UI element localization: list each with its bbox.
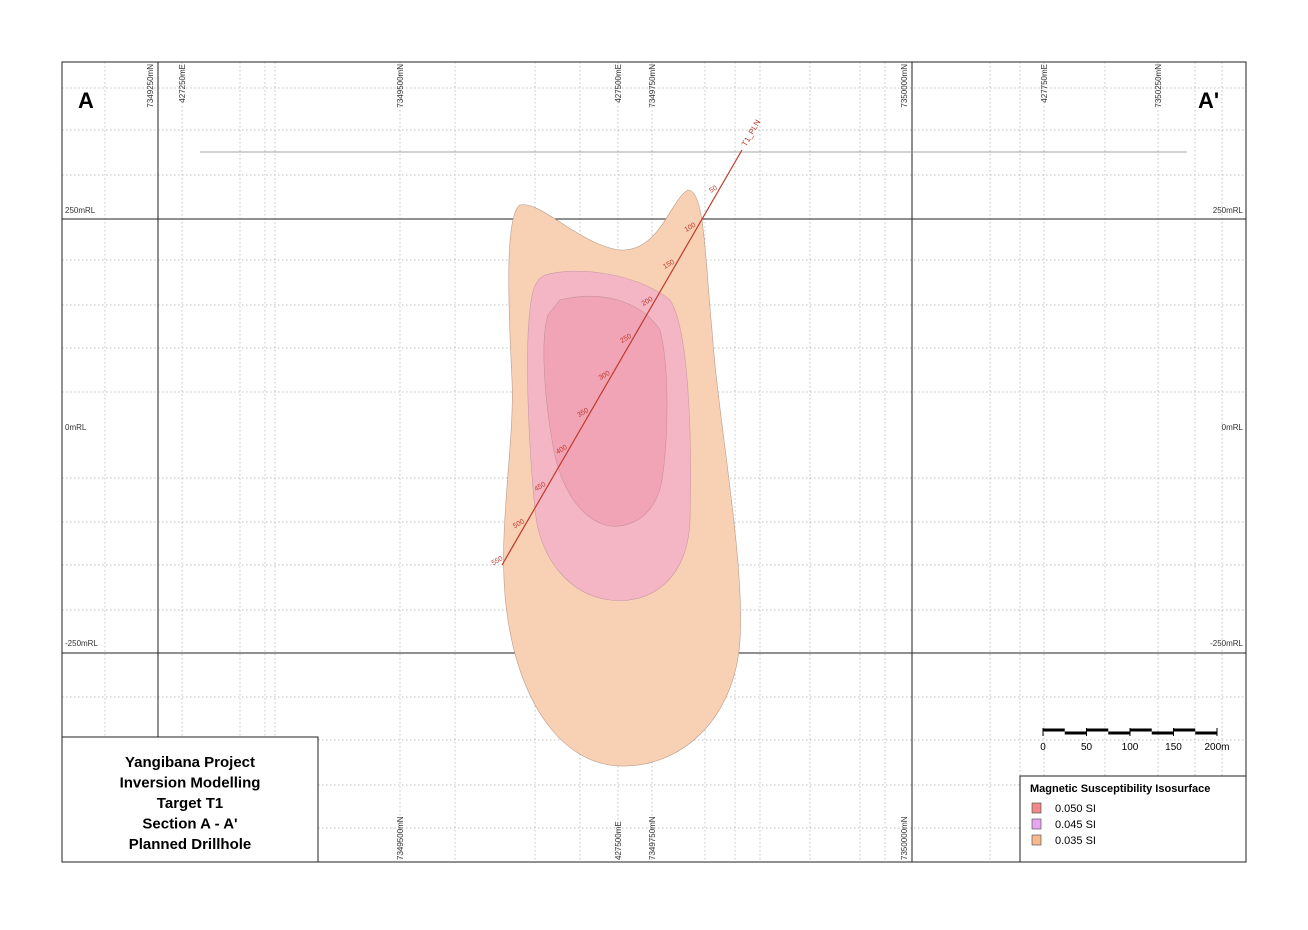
drillhole-trace — [501, 149, 743, 566]
title-line: Target T1 — [157, 795, 223, 812]
title-line: Inversion Modelling — [120, 775, 261, 792]
title-block — [61, 736, 319, 863]
corner-label: A — [78, 88, 94, 113]
coordinate-label: 7349250mN — [146, 64, 155, 108]
scale-bar-label: 200m — [1204, 742, 1229, 753]
title-line: Yangibana Project — [125, 754, 255, 771]
scale-bar-label: 150 — [1165, 742, 1182, 753]
depth-label: 100 — [684, 222, 698, 234]
depth-label: 450 — [534, 481, 548, 493]
depth-label: 250 — [619, 333, 633, 345]
coordinate-label: 427500mE — [614, 821, 623, 860]
legend-swatch — [1031, 834, 1042, 846]
elevation-label: 0mRL — [1222, 423, 1244, 432]
isosurface-0050 — [543, 295, 668, 527]
depth-label: 200 — [641, 296, 655, 308]
elevation-label: 0mRL — [65, 423, 87, 432]
coordinate-label: 7349750mN — [648, 64, 657, 108]
elevation-label: 250mRL — [65, 206, 96, 215]
depth-label: 150 — [662, 259, 676, 271]
scale-bar-label: 100 — [1122, 742, 1139, 753]
coordinate-label: 427750mE — [1040, 64, 1049, 103]
coordinate-label: 7349500mN — [396, 816, 405, 860]
coordinate-label: 7350250mN — [1154, 64, 1163, 108]
legend-swatch — [1031, 818, 1042, 830]
depth-label: 300 — [598, 370, 612, 382]
coordinate-label: 7349750mN — [648, 816, 657, 860]
legend-label: 0.035 SI — [1055, 835, 1096, 847]
scale-bar-label: 0 — [1040, 742, 1046, 753]
frame — [61, 61, 1247, 863]
depth-label: 400 — [555, 444, 569, 456]
elevation-label: -250mRL — [65, 639, 98, 648]
legend-label: 0.045 SI — [1055, 819, 1096, 831]
elevation-label: 250mRL — [1213, 206, 1244, 215]
legend-label: 0.050 SI — [1055, 803, 1096, 815]
depth-label: 350 — [576, 407, 590, 419]
legend-title: Magnetic Susceptibility Isosurface — [1030, 783, 1210, 795]
legend: Magnetic Susceptibility Isosurface — [1019, 775, 1247, 863]
corner-label: A' — [1198, 88, 1219, 113]
depth-label: 50 — [708, 185, 718, 195]
drillhole-name: T1_PLN — [740, 118, 763, 148]
coordinate-label: 7350000mN — [900, 816, 909, 860]
coordinate-label: 7350000mN — [900, 64, 909, 108]
legend-swatch — [1031, 802, 1042, 814]
depth-label: 550 — [491, 555, 505, 567]
title-line: Planned Drillhole — [129, 836, 252, 853]
coordinate-label: 427250mE — [178, 64, 187, 103]
depth-label: 500 — [512, 518, 526, 530]
coordinate-label: 427500mE — [614, 64, 623, 103]
coordinate-label: 7349500mN — [396, 64, 405, 108]
scale-bar-label: 50 — [1081, 742, 1093, 753]
title-line: Section A - A' — [142, 816, 237, 833]
elevation-label: -250mRL — [1210, 639, 1243, 648]
